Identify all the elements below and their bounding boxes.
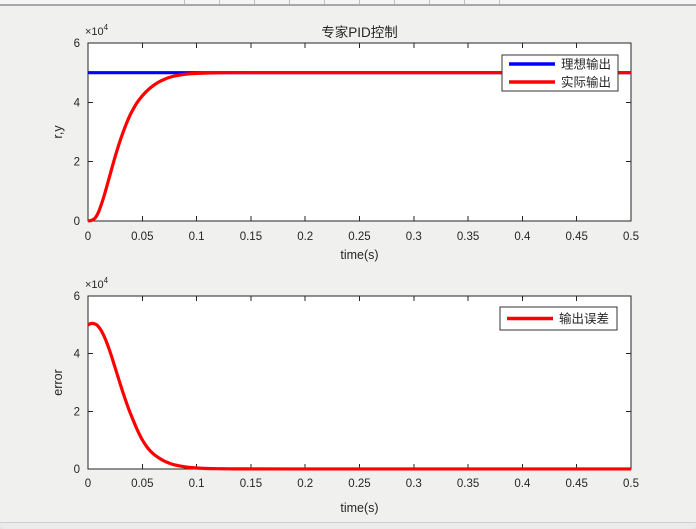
x-tick-label: 0: [85, 231, 91, 243]
series-line-1: [87, 71, 631, 223]
x-tick-label: 0.5: [623, 478, 639, 490]
window-bottom-edge: [0, 522, 696, 529]
toolbar-bottom-edge: [0, 0, 696, 7]
x-tick-label: 0.15: [240, 478, 262, 490]
x-tick-label: 0.25: [348, 478, 370, 490]
x-tick-label: 0.25: [348, 231, 370, 243]
x-tick-label: 0.5: [623, 231, 639, 243]
y-tick-label: 2: [74, 157, 80, 169]
legend-label: 理想输出: [561, 56, 611, 71]
y-tick-label: 4: [74, 97, 81, 109]
subplot-1: 0 0.05 0.1 0.15 0.2 0.25 0.3 0.35 0.4 0.45 0.5 0 2 4 6…: [51, 23, 639, 262]
x-tick-label: 0.1: [189, 478, 205, 490]
x-tick-label: 0.35: [457, 231, 479, 243]
legend-label: 输出误差: [559, 311, 609, 326]
toolbar-tick-marks: [150, 0, 510, 4]
x-tick-label: 0.05: [131, 478, 153, 490]
x-tick-label: 0.3: [406, 231, 422, 243]
y-tick-label: 0: [74, 216, 80, 228]
axes-box: [87, 42, 632, 222]
y-exponent-label: ×104: [85, 23, 109, 38]
legend-box: [499, 306, 618, 331]
y-axis-label: error: [51, 369, 65, 395]
y-tick-label: 0: [74, 464, 80, 476]
x-tick-label: 0.15: [240, 231, 262, 243]
y-tick-label: 6: [74, 38, 80, 50]
subplot-2: 0 0.05 0.1 0.15 0.2 0.25 0.3 0.35 0.4 0.45 0.5 0 2 4 6…: [51, 276, 639, 515]
y-exponent-label: ×104: [85, 276, 109, 291]
x-tick-label: 0.35: [457, 478, 479, 490]
y-tick-label: 2: [74, 406, 80, 418]
x-axis-label: time(s): [340, 501, 378, 515]
legend-box: [501, 54, 619, 92]
x-axis-label: time(s): [340, 248, 378, 262]
y-axis-label: r,y: [51, 125, 65, 139]
x-tick-label: 0.2: [297, 478, 313, 490]
y-tick-label: 4: [74, 349, 81, 361]
legend: 输出误差: [499, 306, 618, 331]
x-tick-label: 0: [85, 478, 91, 490]
x-tick-label: 0.4: [514, 478, 531, 490]
legend-label: 实际输出: [561, 74, 611, 89]
y-tick-label: 6: [74, 291, 80, 303]
x-tick-label: 0.05: [131, 231, 153, 243]
chart-title: 专家PID控制: [321, 24, 398, 40]
x-tick-label: 0.2: [297, 231, 313, 243]
x-tick-label: 0.45: [566, 478, 588, 490]
x-tick-label: 0.45: [566, 231, 588, 243]
x-tick-label: 0.4: [514, 231, 531, 243]
series-line-0: [87, 321, 631, 471]
x-tick-label: 0.1: [189, 231, 205, 243]
x-tick-label: 0.3: [406, 478, 422, 490]
